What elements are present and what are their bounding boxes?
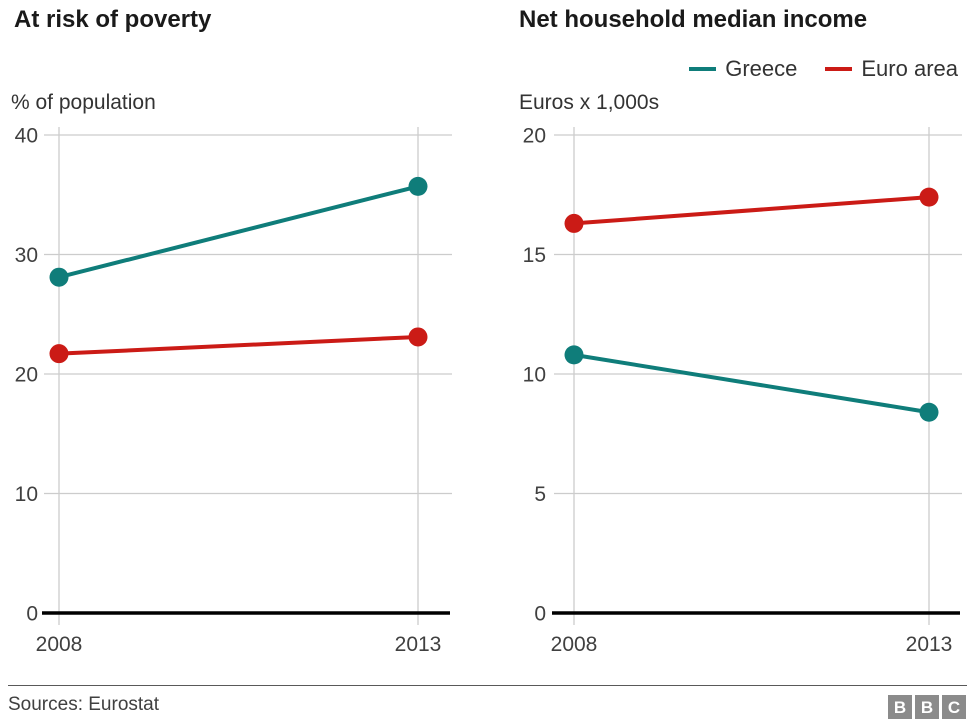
y-tick-label-0: 0: [534, 603, 546, 626]
right-chart-title: Net household median income: [519, 6, 868, 33]
y-tick-label-15: 15: [523, 244, 546, 267]
data-point-greece-2013: [919, 402, 939, 422]
x-tick-label-2008: 2008: [36, 633, 83, 656]
x-tick-label-2008: 2008: [551, 633, 598, 656]
data-point-euro-area-2013: [919, 187, 939, 207]
series-line-euro-area: [573, 195, 930, 226]
data-point-euro-area-2013: [408, 327, 428, 347]
y-tick-label-5: 5: [534, 483, 546, 506]
footer-divider: [8, 685, 967, 686]
bbc-logo-block-c: C: [942, 695, 966, 719]
series-line-euro-area: [58, 334, 419, 356]
right-axis-unit-label: Euros x 1,000s: [519, 91, 660, 114]
euro-area-line-swatch: [825, 67, 853, 71]
data-point-greece-2013: [408, 176, 428, 196]
y-tick-label-10: 10: [523, 364, 546, 387]
y-tick-label-20: 20: [523, 125, 546, 148]
x-tick-label-2013: 2013: [906, 633, 953, 656]
legend-label-euro-area: Euro area: [861, 56, 958, 81]
data-point-euro-area-2008: [564, 213, 584, 233]
data-point-greece-2008: [49, 267, 69, 287]
sources-text: Sources: Eurostat: [8, 694, 160, 715]
y-tick-label-20: 20: [15, 364, 38, 387]
legend-item-greece: Greece: [689, 56, 797, 82]
poverty-line-chart: 40 30 20 10 0 2008 2013: [15, 125, 452, 656]
left-chart-title: At risk of poverty: [14, 6, 212, 33]
y-tick-label-0: 0: [26, 603, 38, 626]
x-tick-label-2013: 2013: [395, 633, 442, 656]
series-line-greece: [58, 184, 419, 280]
y-tick-label-40: 40: [15, 125, 38, 148]
data-point-euro-area-2008: [49, 344, 69, 364]
legend-item-euro-area: Euro area: [825, 56, 958, 82]
y-tick-label-10: 10: [15, 483, 38, 506]
chart-legend: Greece Euro area: [689, 56, 958, 82]
y-tick-label-30: 30: [15, 244, 38, 267]
legend-label-greece: Greece: [725, 56, 798, 81]
series-line-greece: [573, 352, 930, 415]
bbc-logo-block-b2: B: [915, 695, 939, 719]
left-axis-unit-label: % of population: [11, 91, 156, 114]
data-point-greece-2008: [564, 345, 584, 365]
bbc-logo-block-b1: B: [888, 695, 912, 719]
greece-line-swatch: [689, 67, 717, 71]
bbc-logo: B B C: [888, 695, 966, 719]
